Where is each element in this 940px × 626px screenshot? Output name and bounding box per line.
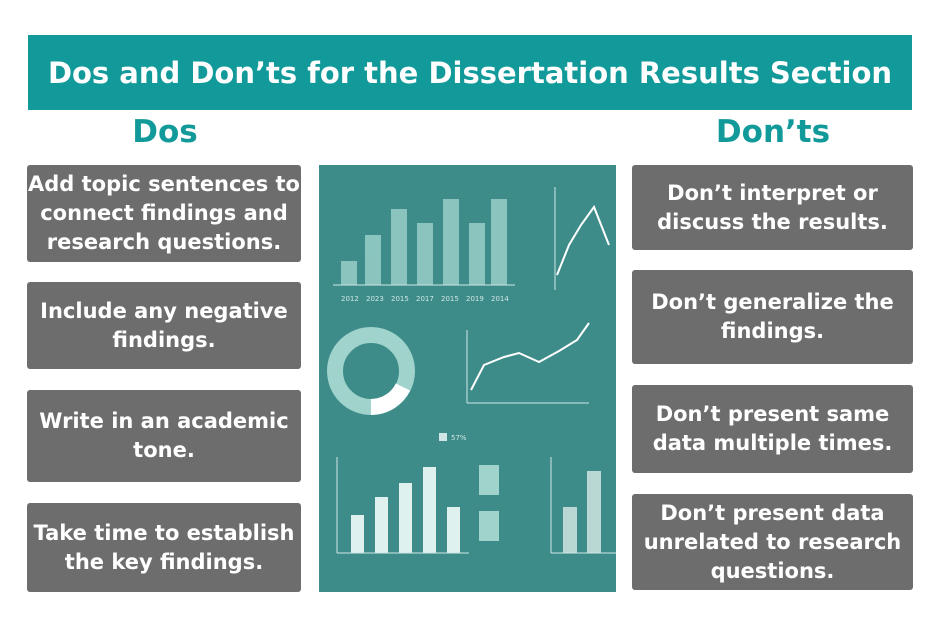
dos-item: Write in an academic tone.: [27, 390, 301, 482]
item-line: Don’t generalize the: [651, 290, 894, 314]
item-line: Add topic sentences to: [28, 172, 300, 196]
title: Dos and Don’ts for the Dissertation Resu…: [47, 55, 893, 90]
year-label: 2012: [341, 295, 359, 303]
item-line: Don’t present data: [660, 500, 885, 525]
year-label: 2015: [441, 295, 459, 303]
item-line: unrelated to research: [643, 529, 902, 554]
year-label: 2014: [491, 295, 509, 303]
illustration: 2012 2023 2015 2017 2015 2019 2014 57%: [319, 165, 616, 592]
item-line: data multiple times.: [652, 431, 893, 455]
legend-label: 57%: [451, 434, 467, 442]
dos-item: Include any negative findings.: [27, 282, 301, 369]
item-line: research questions.: [46, 230, 282, 254]
year-label: 2017: [416, 295, 434, 303]
dos-item: Add topic sentences to connect findings a…: [27, 165, 301, 262]
donts-heading: Don’ts: [715, 114, 831, 150]
title-bar: Dos and Don’ts for the Dissertation Resu…: [28, 35, 912, 110]
donts-item: Don’t present same data multiple times.: [632, 385, 913, 473]
donts-item: Don’t interpret or discuss the results.: [632, 165, 913, 250]
item-line: Include any negative: [40, 298, 288, 323]
year-label: 2019: [466, 295, 484, 303]
item-line: findings.: [112, 327, 216, 352]
item-line: questions.: [710, 558, 835, 583]
donts-item: Don’t generalize the findings.: [632, 270, 913, 364]
item-line: Don’t interpret or: [667, 180, 878, 205]
item-line: the key findings.: [64, 549, 264, 574]
item-line: tone.: [133, 438, 195, 462]
item-line: Write in an academic: [39, 409, 289, 433]
dos-heading: Dos: [132, 114, 198, 150]
year-label: 2023: [366, 295, 384, 303]
item-line: Take time to establish: [33, 520, 295, 545]
dos-item: Take time to establish the key findings.: [27, 503, 301, 592]
donts-item: Don’t present data unrelated to research q…: [632, 494, 913, 590]
item-line: Don’t present same: [655, 402, 890, 426]
item-line: findings.: [720, 319, 825, 343]
item-line: discuss the results.: [657, 209, 888, 234]
year-label: 2015: [391, 295, 409, 303]
item-line: connect findings and: [40, 201, 288, 225]
